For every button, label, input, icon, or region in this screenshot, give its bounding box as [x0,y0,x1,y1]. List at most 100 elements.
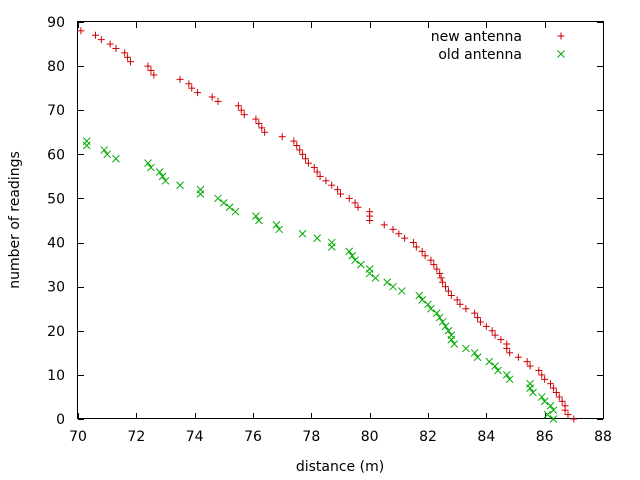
data-point [296,146,304,154]
y-tick-label: 0 [56,412,65,428]
data-point [345,194,353,202]
data-point [561,406,569,414]
data-point [543,410,552,419]
data-point [491,362,499,370]
data-point [298,229,307,238]
y-tick-label: 30 [47,280,65,296]
data-point [538,371,546,379]
y-tick-label: 50 [47,191,65,207]
data-point [506,349,514,357]
data-point [327,243,336,251]
data-point [351,199,359,207]
data-point [144,62,152,70]
data-point [526,384,534,392]
data-point [456,300,464,308]
data-point [549,406,558,415]
x-tick-label: 74 [186,429,204,445]
data-point [365,269,374,278]
x-tick-label: 72 [127,429,145,445]
legend: new antenna old antenna [431,29,565,63]
data-point [196,190,205,198]
data-point [334,186,342,194]
y-tick-label: 80 [47,59,65,75]
data-point [357,260,365,269]
data-point [354,203,362,211]
legend-label: old antenna [438,47,522,63]
data-point [438,318,447,326]
data-point [112,44,120,52]
data-point [401,234,409,242]
data-point [147,163,155,172]
data-point [494,366,502,375]
data-point [176,181,184,190]
data-point [570,415,578,423]
data-point [103,150,112,159]
data-point [444,326,453,335]
data-point [214,97,222,105]
data-point [503,344,511,352]
data-point [444,287,452,295]
data-point [488,327,496,335]
series-old-antenna [82,137,558,423]
data-point [523,358,531,366]
data-point [313,234,322,242]
data-point [514,353,522,361]
data-point [558,397,566,405]
data-point [255,119,263,127]
data-point [439,278,447,286]
data-point [272,221,281,229]
data-point [540,397,549,406]
data-point [546,401,555,410]
data-point [150,71,158,79]
data-point [462,344,470,353]
data-point [526,362,534,370]
data-point [77,27,85,35]
data-point [549,384,557,392]
data-point [555,393,563,401]
data-point [97,36,105,44]
data-point [254,216,263,225]
data-point [252,115,260,123]
x-tick-label: 76 [244,429,262,445]
data-point [188,84,196,92]
data-point [552,389,560,397]
data-point [529,388,537,397]
data-point [185,80,193,88]
y-axis-label: number of readings [7,151,23,289]
data-point [418,296,427,304]
data-point [261,128,269,136]
x-tick-label: 84 [477,429,495,445]
data-point [124,53,132,61]
data-point [502,371,511,379]
data-point [161,176,170,185]
data-point [505,375,514,384]
data-point [549,415,558,423]
data-point [371,273,380,282]
data-point [477,318,484,326]
data-point [304,159,312,167]
data-point [564,411,572,419]
data-point [348,251,357,260]
data-point [237,106,245,114]
data-point [421,252,429,260]
data-point [290,137,298,145]
data-point [121,49,129,57]
data-point [389,282,397,291]
data-point [433,265,441,273]
data-point [471,309,479,317]
x-axis-label: distance (m) [296,459,384,475]
data-point [427,256,435,264]
data-point [424,300,432,309]
data-point [208,93,216,101]
data-point [328,181,336,189]
data-point [432,309,441,317]
x-tick-label: 70 [69,429,87,445]
data-point [418,247,426,255]
data-point [302,155,309,163]
data-point [155,168,164,176]
series-layer [77,27,578,423]
data-point [473,353,482,362]
data-point [258,124,266,132]
data-point [441,322,450,331]
